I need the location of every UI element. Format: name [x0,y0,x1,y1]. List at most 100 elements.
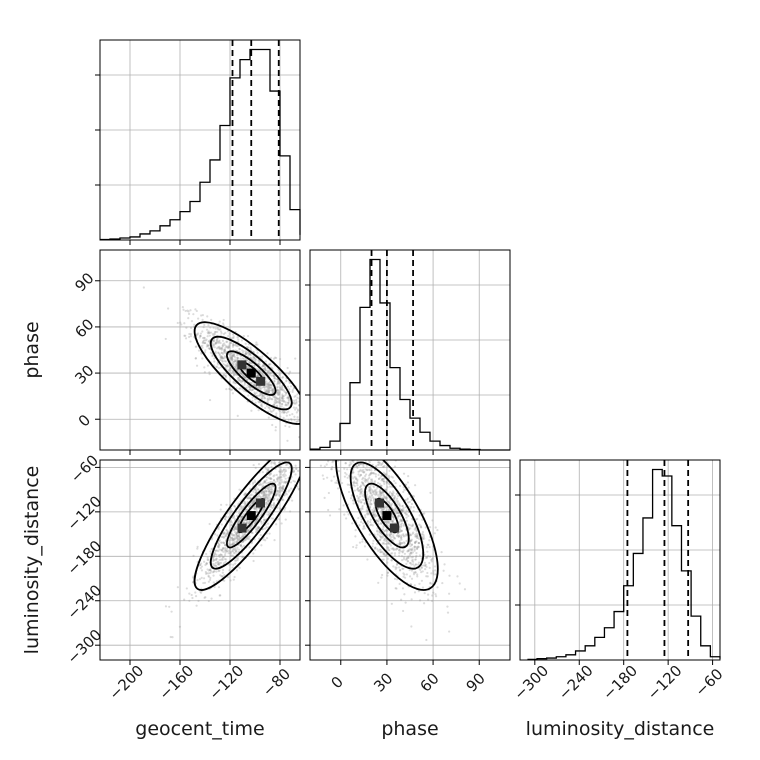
sample-point [374,512,377,516]
x-tick-label: 0 [327,673,346,692]
sample-point [238,378,241,381]
sample-point [381,536,385,539]
sample-point [290,427,292,429]
sample-point [263,496,266,499]
sample-point [219,356,222,359]
sample-point [407,486,410,489]
sample-point [278,470,282,473]
x-tick-label: 30 [370,669,396,695]
sample-point [268,488,271,491]
sample-point [231,543,234,546]
sample-point [418,537,421,541]
sample-point [275,400,278,403]
sample-point [227,544,231,547]
sample-point [289,481,293,484]
sample-point [423,592,426,595]
sample-point [251,501,254,504]
sample-point [232,515,236,519]
sample-point [229,520,232,523]
sample-point [251,482,255,485]
sample-point [346,468,349,471]
sample-point [331,465,334,469]
sample-point [231,510,234,513]
sample-point [368,474,371,477]
sample-point [381,496,384,499]
sample-point [381,508,384,512]
sample-point [230,341,233,345]
sample-point [288,444,290,446]
sample-point [284,404,287,407]
sample-point [233,528,236,531]
sample-point [273,461,277,464]
sample-point [400,538,403,541]
sample-point [273,376,276,379]
sample-point [193,323,196,326]
sample-point [354,528,357,532]
sample-point [217,563,220,566]
sample-point [408,554,412,557]
sample-point [412,509,415,513]
sample-point [379,476,382,479]
sample-point [398,539,401,543]
sample-point [362,476,365,480]
sample-point [410,548,413,552]
sample-point [220,561,223,564]
sample-point [287,398,290,401]
sample-point [377,507,380,510]
sample-point [266,399,269,402]
sample-point [229,552,232,555]
sample-point [255,341,258,344]
sample-point [265,390,268,393]
sample-point [282,484,285,487]
sample-point [280,522,283,525]
sample-point [267,389,270,392]
sample-point [199,334,202,338]
sample-point [243,376,247,379]
sample-point [226,531,229,534]
sample-point [253,357,256,360]
sample-point [387,508,391,511]
sample-point [187,316,190,320]
sample-point [256,510,259,513]
sample-point [363,502,366,505]
sample-point [407,514,410,518]
sample-point [417,542,421,545]
sample-point [187,312,191,315]
sample-point [411,548,414,552]
sample-point [287,372,291,375]
sample-point [279,466,283,469]
sample-point [426,543,429,546]
sample-point [354,477,358,480]
sample-point [232,336,235,340]
sample-point [216,337,219,340]
sample-point [221,343,225,346]
sample-point [356,486,360,490]
sample-point [183,598,186,601]
sample-point [383,542,386,545]
sample-point [360,492,363,495]
sample-point [374,491,377,494]
sample-point [361,481,364,485]
sample-point [356,478,359,481]
sample-point [424,556,428,560]
sample-point [373,546,377,549]
sample-point [392,516,395,519]
sample-point [231,538,234,542]
sample-point [221,357,224,360]
sample-point [197,317,200,320]
sample-point [265,493,268,496]
sample-point [369,520,372,524]
sample-point [369,518,372,521]
sample-point [203,336,206,340]
sample-point [370,497,373,500]
sample-point [382,526,385,529]
sample-point [372,486,376,489]
sample-point [382,479,385,482]
sample-point [262,484,265,487]
sample-point [338,508,341,511]
sample-point [266,452,268,454]
sample-point [370,523,373,526]
sample-point [393,554,397,557]
sample-point [285,391,288,394]
sample-point [368,489,371,492]
